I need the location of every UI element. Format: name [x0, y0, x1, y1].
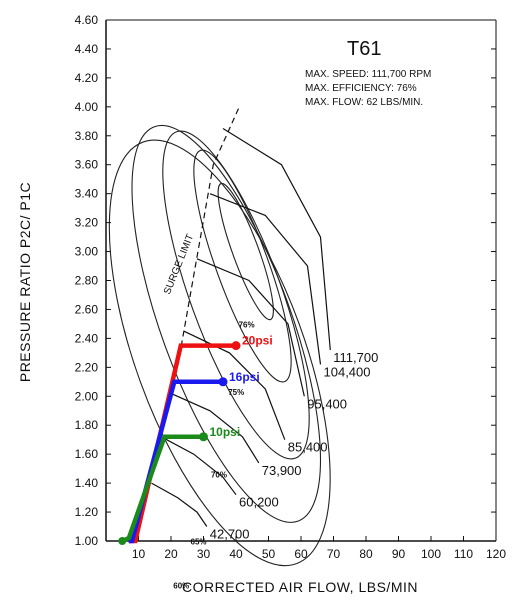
y-tick-label: 1.40 [75, 476, 99, 490]
surge-limit-label: SURGE LIMIT [162, 233, 196, 296]
series-end-point [218, 377, 228, 387]
efficiency-label: 60% [173, 581, 189, 590]
x-axis-title: CORRECTED AIR FLOW, LBS/MIN [182, 579, 418, 595]
y-tick-label: 3.00 [75, 245, 99, 259]
efficiency-island [108, 139, 331, 567]
series-line-16psi [128, 379, 223, 544]
x-tick-label: 90 [392, 547, 406, 561]
y-tick-label: 4.20 [75, 71, 99, 85]
speed-lines: 42,700 60,200 73,900 85,400 95,400 104,400111… [151, 127, 378, 542]
y-tick-label: 4.40 [75, 42, 99, 56]
series-end-point [231, 341, 241, 351]
speed-label: 111,700 [333, 350, 378, 365]
x-axis-ticks: 10 20 30 40 50 60 70 80 90 100 110 120 [132, 536, 506, 561]
efficiency-island [131, 124, 322, 523]
y-tick-label: 1.60 [75, 447, 99, 461]
y-tick-label: 3.60 [75, 158, 99, 172]
y-tick-label: 3.40 [75, 187, 99, 201]
speed-line [170, 392, 260, 464]
series-label: 10psi [210, 425, 241, 439]
y-tick-label: 3.20 [75, 216, 99, 230]
x-tick-label: 60 [294, 547, 308, 561]
y-tick-label: 2.60 [75, 302, 99, 316]
speed-line [209, 193, 322, 365]
x-tick-label: 20 [164, 547, 178, 561]
x-tick-label: 10 [132, 547, 146, 561]
y-tick-label: 1.80 [75, 418, 99, 432]
x-tick-label: 30 [197, 547, 211, 561]
x-tick-label: 120 [486, 547, 506, 561]
x-tick-label: 70 [327, 547, 341, 561]
y-axis-title: PRESSURE RATIO P2C/ P1C [17, 182, 33, 382]
y-axis-ticks: 1.00 1.20 1.40 1.60 1.80 2.00 2.20 2.40 2.60 2.80… [75, 13, 496, 548]
speed-label: 42,700 [210, 527, 250, 542]
speed-label: 60,200 [239, 495, 279, 510]
series-line-20psi [128, 343, 236, 544]
speed-label: 95,400 [307, 396, 347, 411]
efficiency-islands: 76%75%70%65%60% [108, 124, 331, 590]
efficiency-label: 76% [239, 321, 255, 330]
speed-line [196, 258, 305, 397]
series-end-point [199, 432, 208, 442]
series-start-point [118, 537, 127, 545]
y-tick-label: 2.80 [75, 274, 99, 288]
series-label: 16psi [229, 370, 260, 384]
speed-line [151, 482, 208, 527]
y-tick-label: 1.00 [75, 534, 99, 548]
efficiency-island [217, 182, 274, 321]
x-tick-label: 40 [229, 547, 243, 561]
efficiency-label: 75% [228, 388, 244, 397]
x-tick-label: 80 [359, 547, 373, 561]
x-tick-label: 100 [421, 547, 441, 561]
speed-line [222, 127, 331, 351]
speed-label: 73,900 [262, 463, 302, 478]
series-label: 20psi [242, 334, 273, 348]
speed-label: 104,400 [324, 364, 371, 379]
efficiency-island [193, 149, 292, 383]
info-line-speed: MAX. SPEED: 111,700 RPM [305, 69, 431, 80]
model-title: T61 [347, 38, 381, 60]
y-tick-label: 4.60 [75, 13, 99, 27]
info-line-flow: MAX. FLOW: 62 LBS/MIN. [305, 97, 423, 108]
boost-series: 20psi 16psi 10psi [118, 334, 273, 545]
info-line-efficiency: MAX. EFFICIENCY: 76% [305, 83, 417, 94]
efficiency-label: 65% [191, 537, 207, 546]
y-tick-label: 3.80 [75, 129, 99, 143]
speed-line [183, 330, 286, 440]
y-tick-label: 1.20 [75, 505, 99, 519]
x-tick-label: 50 [262, 547, 276, 561]
x-tick-label: 110 [454, 547, 473, 561]
speed-label: 85,400 [288, 440, 328, 455]
y-tick-label: 2.20 [75, 360, 99, 374]
y-tick-label: 2.40 [75, 331, 99, 345]
y-tick-label: 4.00 [75, 100, 99, 114]
y-tick-label: 2.00 [75, 389, 99, 403]
surge-limit-line [134, 106, 240, 542]
speed-line [161, 436, 237, 496]
